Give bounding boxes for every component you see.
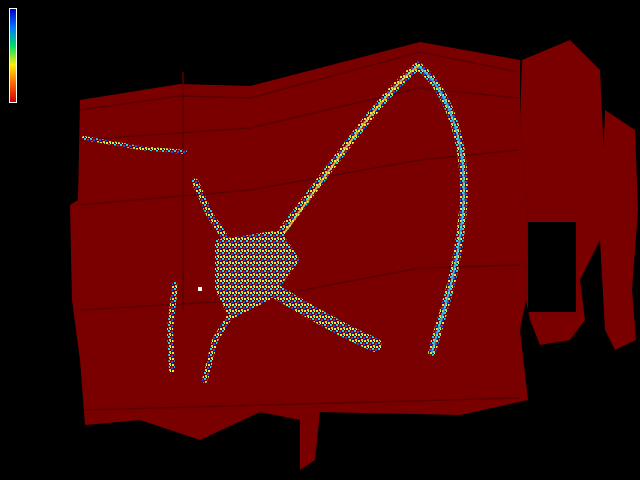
arch-inner-stroke xyxy=(417,65,465,353)
left-vertical-ray xyxy=(166,282,178,373)
wall-seams xyxy=(77,51,521,411)
upper-left-ray xyxy=(191,178,234,249)
dark-window-patch xyxy=(528,222,576,312)
lower-left-ray xyxy=(202,297,243,383)
top-left-ray xyxy=(82,136,187,154)
white-highlight-dot xyxy=(198,287,202,291)
sculpture-highlight xyxy=(82,60,468,383)
lower-right-ray xyxy=(233,263,382,352)
far-right-fragment xyxy=(600,110,638,350)
wall-surface xyxy=(70,42,528,470)
arch-left-stroke xyxy=(284,65,419,233)
depth-colorbar xyxy=(9,8,17,103)
